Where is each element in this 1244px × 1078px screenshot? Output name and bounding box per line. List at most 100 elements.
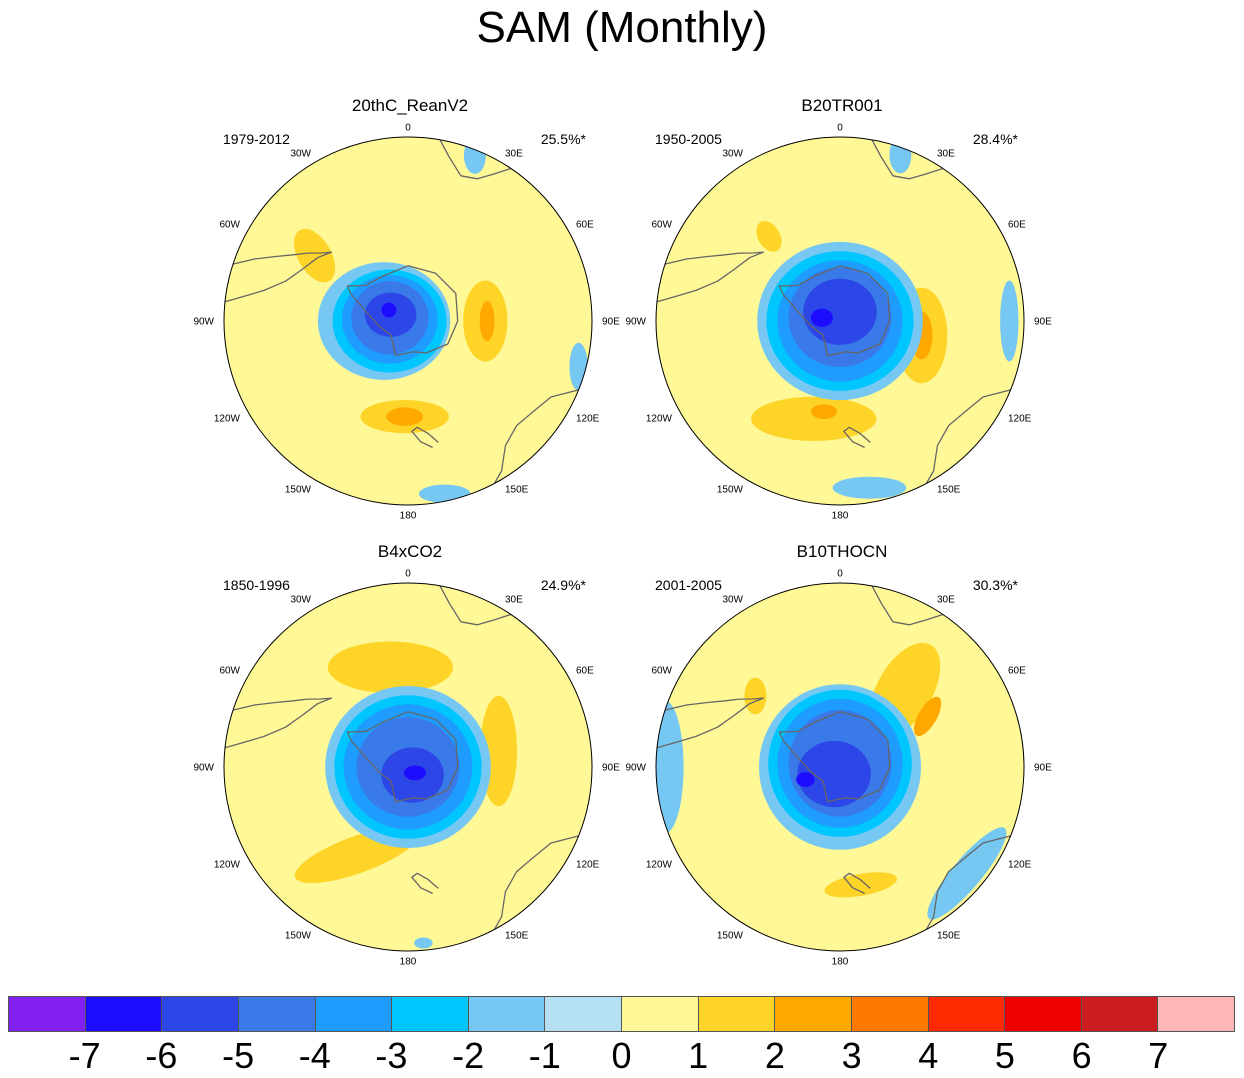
lon-label: 150W [717, 485, 744, 496]
lon-label: 30W [290, 149, 311, 160]
polar-map: 0 30E 60E 90E 120E 150E 180 150W 120W 90W 60W 30W [193, 123, 620, 522]
positive-anomaly-contour [386, 407, 424, 426]
lon-label: 90E [602, 317, 620, 328]
colorbar-box [315, 997, 393, 1031]
colorbar-label: 5 [994, 1035, 1015, 1076]
colorbar-label: 7 [1148, 1035, 1169, 1076]
negative-anomaly-contour [414, 937, 433, 949]
lon-label: 180 [832, 957, 849, 968]
lon-label: 90E [1034, 763, 1052, 774]
colorbar-label: -3 [375, 1035, 408, 1076]
colorbar [8, 996, 1235, 1032]
colorbar-box [545, 997, 622, 1031]
negative-anomaly-contour [927, 827, 1007, 920]
contour-fields [656, 585, 1011, 930]
panel-b20tr001: B20TR001 1950-2005 28.4%* 0 30E 60E 90E 120E… [622, 96, 1062, 526]
panel-20thc-reanv2: 20thC_ReanV2 1979-2012 25.5%* 0 30E 60E 90E… [190, 96, 630, 526]
colorbar-box [162, 997, 239, 1031]
lon-label: 90W [625, 763, 646, 774]
lon-label: 60E [1008, 220, 1026, 231]
panel-years: 2001-2005 [655, 577, 722, 593]
lon-label: 150E [505, 931, 529, 942]
new-zealand-coast [411, 426, 439, 448]
lon-label: 30E [937, 595, 955, 606]
positive-anomaly-contour [479, 300, 495, 342]
colorbar-label: -5 [222, 1035, 255, 1076]
lon-label: 180 [400, 511, 417, 522]
lon-label: 120W [646, 860, 673, 871]
lon-label: 30W [290, 595, 311, 606]
positive-anomaly-contour [294, 228, 336, 283]
positive-anomaly-contour [327, 641, 453, 694]
lon-label: 120E [1008, 860, 1032, 871]
colorbar-label: -2 [452, 1035, 485, 1076]
negative-anomaly-contour [1000, 280, 1019, 362]
colorbar-label: 3 [841, 1035, 862, 1076]
africa-coast [871, 585, 944, 626]
colorbar-box [9, 997, 86, 1031]
lon-label: 90E [602, 763, 620, 774]
colorbar-box [238, 997, 316, 1031]
main-title: SAM (Monthly) [476, 3, 768, 52]
panel-years: 1979-2012 [223, 131, 290, 147]
panel-variance: 30.3%* [972, 577, 1018, 593]
lon-label: 90W [193, 763, 214, 774]
lon-label: 120E [1008, 414, 1032, 425]
africa-coast [439, 585, 512, 626]
panel-years: 1850-1996 [223, 577, 290, 593]
lon-label: 120W [646, 414, 673, 425]
negative-anomaly-contour [797, 740, 871, 808]
antarctica-coast [346, 265, 459, 357]
lon-label: 60W [219, 220, 240, 231]
contour-fields [656, 137, 1019, 499]
lon-label: 60W [651, 220, 672, 231]
lon-label: 90W [625, 317, 646, 328]
colorbar-label: -7 [68, 1035, 101, 1076]
colorbar-label: -6 [145, 1035, 178, 1076]
africa-coast [871, 139, 944, 180]
australia-coast [493, 835, 579, 930]
south-america-coast [224, 251, 333, 303]
colorbar-labels: -7 -6 -5 -4 -3 -2 -1 0 1 2 3 4 5 6 7 [0, 1034, 1244, 1078]
colorbar-label: -1 [528, 1035, 561, 1076]
australia-coast [925, 835, 1011, 930]
lon-label: 120W [214, 860, 241, 871]
lon-label: 120E [576, 860, 600, 871]
negative-anomaly-contour [889, 137, 912, 174]
lon-label: 0 [405, 569, 411, 580]
lon-label: 90W [193, 317, 214, 328]
positive-anomaly-contour [824, 872, 898, 898]
polar-map: 0 30E 60E 90E 120E 150E 180 150W 120W 90W 60W 30W [625, 123, 1052, 522]
positive-anomaly-contour [756, 221, 782, 252]
lon-label: 150W [717, 931, 744, 942]
australia-coast [925, 389, 1011, 484]
lon-label: 150E [937, 931, 961, 942]
negative-anomaly-contour [404, 765, 426, 781]
south-america-coast [224, 697, 333, 749]
south-america-coast [656, 251, 765, 303]
lon-label: 150E [505, 485, 529, 496]
colorbar-box [851, 997, 929, 1031]
lon-label: 60E [576, 220, 594, 231]
map-border [655, 582, 1025, 952]
positive-anomaly-contour [744, 677, 767, 715]
map-border [223, 136, 593, 506]
lon-label: 60E [1008, 666, 1026, 677]
lon-label: 30E [505, 595, 523, 606]
negative-anomaly-contour [810, 308, 833, 327]
polar-map: 0 30E 60E 90E 120E 150E 180 150W 120W 90W 60W 30W [193, 569, 620, 968]
colorbar-label: 0 [611, 1035, 632, 1076]
lon-label: 0 [837, 569, 843, 580]
panel-title: B10THOCN [796, 542, 888, 561]
map-border [223, 582, 593, 952]
positive-anomaly-contour [751, 396, 877, 441]
colorbar-label: 2 [764, 1035, 785, 1076]
australia-coast [493, 389, 579, 484]
panel-title: B4xCO2 [377, 542, 443, 561]
lon-label: 30E [505, 149, 523, 160]
lon-label: 60E [576, 666, 594, 677]
lon-label: 0 [405, 123, 411, 134]
polar-map: 0 30E 60E 90E 120E 150E 180 150W 120W 90W 60W 30W [625, 569, 1052, 968]
panel-years: 1950-2005 [655, 131, 722, 147]
panel-b4xco2: B4xCO2 1850-1996 24.9%* 0 30E 60E 90E 120E 15… [190, 542, 630, 972]
